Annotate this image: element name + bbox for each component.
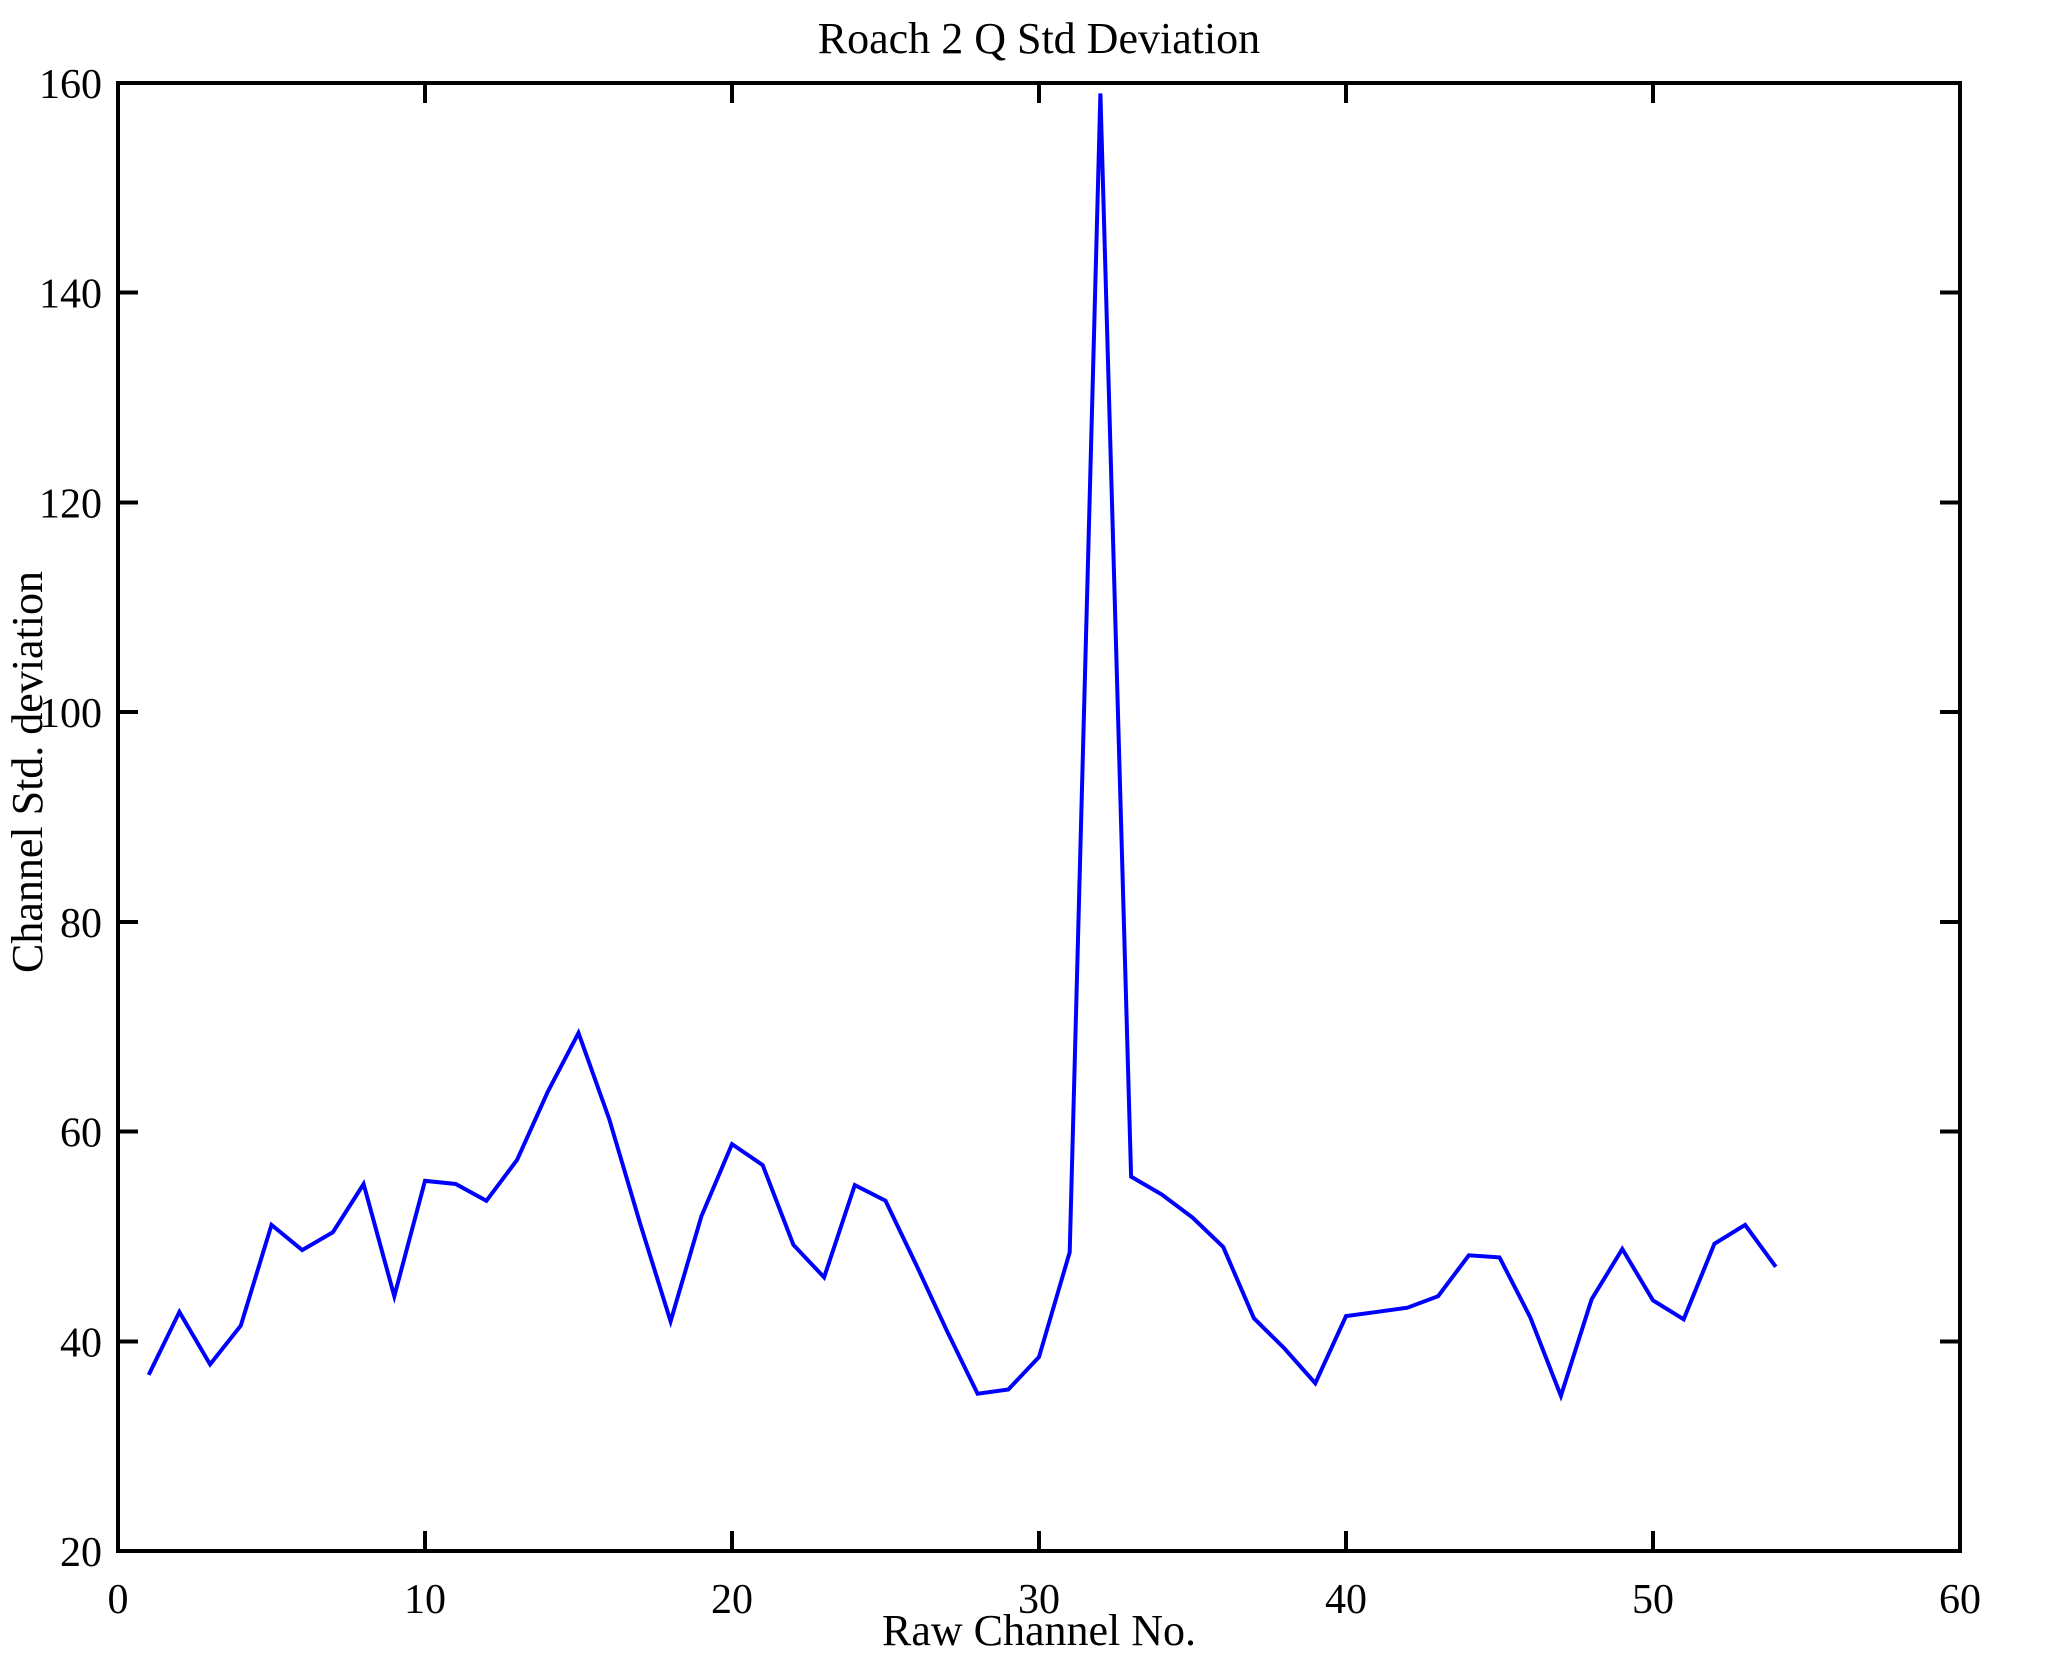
x-axis-title: Raw Channel No. [882, 1606, 1196, 1655]
y-tick-label: 100 [39, 691, 102, 737]
y-tick-label: 160 [39, 62, 102, 108]
x-tick-label: 60 [1939, 1577, 1981, 1623]
x-tick-label: 40 [1325, 1577, 1367, 1623]
y-tick-label: 140 [39, 272, 102, 318]
x-axis-ticks [423, 83, 1655, 1551]
y-tick-label: 20 [60, 1530, 102, 1576]
x-axis-tick-labels: 0 10 20 30 40 50 60 [108, 1577, 1982, 1623]
x-tick-label: 0 [108, 1577, 129, 1623]
y-tick-label: 80 [60, 901, 102, 947]
y-axis-title: Channel Std. deviation [3, 571, 52, 973]
x-axis-title-group: Raw Channel No. [882, 1606, 1196, 1655]
y-axis-title-group: Channel Std. deviation [3, 571, 52, 973]
plot-frame-border [116, 81, 1962, 1553]
y-axis-ticks [118, 290, 1960, 1344]
x-tick-label: 10 [404, 1577, 446, 1623]
x-tick-label: 20 [711, 1577, 753, 1623]
x-tick-label: 30 [1018, 1577, 1060, 1623]
data-line-channel-std-deviation [146, 93, 1778, 1402]
y-tick-label: 40 [60, 1320, 102, 1366]
y-axis-tick-labels: 20 40 60 80 100 120 140 160 [39, 62, 102, 1576]
x-tick-label: 50 [1632, 1577, 1674, 1623]
axes-frame [116, 81, 1962, 1553]
chart-title: Roach 2 Q Std Deviation [818, 14, 1260, 63]
chart-title-group: Roach 2 Q Std Deviation [818, 14, 1260, 63]
data-series-group [146, 93, 1778, 1402]
y-tick-label: 60 [60, 1111, 102, 1157]
y-tick-label: 120 [39, 481, 102, 527]
